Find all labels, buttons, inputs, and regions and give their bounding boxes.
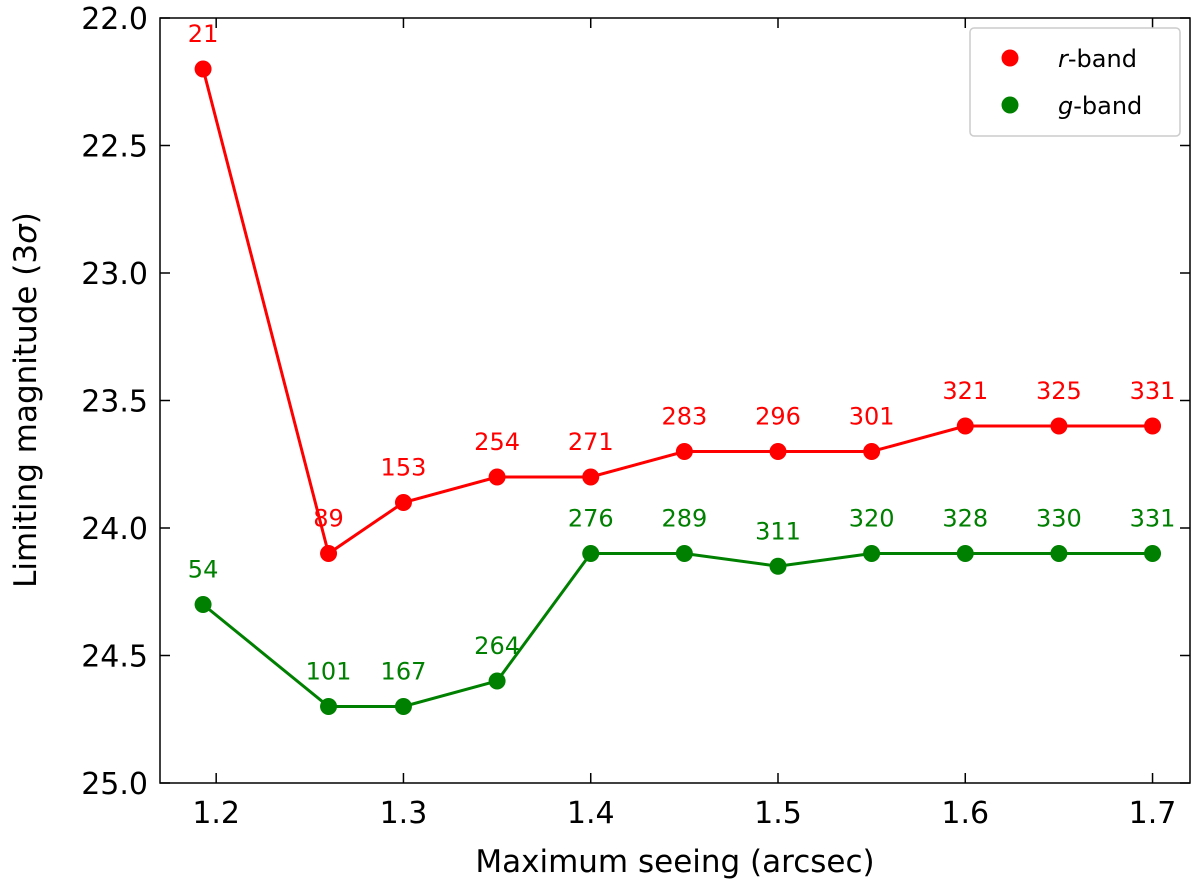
y-tick-label: 23.0 bbox=[81, 257, 148, 292]
y-axis: 22.0 22.5 23.0 23.5 24.0 24.5 25.0 bbox=[81, 2, 1190, 802]
y-tick-label: 23.5 bbox=[81, 385, 148, 420]
point-label-g-band: 320 bbox=[849, 505, 895, 533]
point-label-g-band: 328 bbox=[942, 505, 988, 533]
x-axis-title: Maximum seeing (arcsec) bbox=[475, 844, 874, 880]
y-axis-title: Limiting magnitude (3σ) bbox=[8, 212, 44, 588]
data-point-g-band bbox=[394, 698, 412, 715]
data-point-r-band bbox=[769, 443, 787, 460]
data-point-r-band bbox=[320, 545, 338, 562]
y-axis-title-close: ) bbox=[8, 212, 44, 224]
data-point-r-band bbox=[863, 443, 881, 460]
y-tick-label: 22.0 bbox=[81, 2, 148, 37]
y-axis-title-sigma: σ bbox=[8, 223, 44, 244]
y-tick-label: 25.0 bbox=[81, 767, 148, 802]
point-label-r-band: 271 bbox=[568, 428, 614, 456]
legend-marker-g-band bbox=[1001, 96, 1019, 114]
data-point-g-band bbox=[582, 545, 600, 562]
point-label-g-band: 330 bbox=[1036, 505, 1082, 533]
data-point-g-band bbox=[194, 596, 212, 613]
y-axis-title-main: Limiting magnitude (3 bbox=[8, 244, 44, 588]
x-tick-label: 1.4 bbox=[567, 796, 615, 831]
point-label-g-band: 264 bbox=[474, 632, 520, 660]
data-point-g-band bbox=[769, 557, 787, 575]
legend: r-band g-band bbox=[969, 27, 1181, 137]
point-label-r-band: 301 bbox=[849, 403, 895, 431]
point-label-g-band: 276 bbox=[568, 505, 614, 533]
y-tick-label: 24.0 bbox=[81, 512, 148, 547]
x-tick-label: 1.3 bbox=[380, 796, 428, 831]
legend-marker-r-band bbox=[1001, 49, 1019, 67]
point-label-r-band: 254 bbox=[474, 428, 520, 456]
point-label-r-band: 153 bbox=[381, 454, 427, 482]
x-tick-label: 1.2 bbox=[192, 796, 240, 831]
data-point-r-band bbox=[1050, 417, 1068, 435]
series-layer bbox=[194, 60, 1162, 715]
data-point-r-band bbox=[1144, 417, 1162, 435]
point-label-g-band: 311 bbox=[755, 517, 801, 545]
data-point-r-band bbox=[488, 468, 506, 486]
data-point-g-band bbox=[675, 545, 693, 562]
point-label-r-band: 296 bbox=[755, 403, 801, 431]
y-tick-label: 22.5 bbox=[81, 130, 148, 165]
data-point-g-band bbox=[863, 545, 881, 562]
legend-label-r-band: r-band bbox=[1058, 45, 1137, 73]
point-label-r-band: 89 bbox=[313, 505, 344, 533]
point-label-g-band: 289 bbox=[661, 505, 707, 533]
point-label-g-band: 331 bbox=[1130, 505, 1176, 533]
data-point-g-band bbox=[320, 698, 338, 715]
point-label-r-band: 283 bbox=[661, 403, 707, 431]
point-label-g-band: 101 bbox=[306, 658, 352, 686]
data-point-g-band bbox=[1144, 545, 1162, 562]
data-point-g-band bbox=[1050, 545, 1068, 562]
point-label-r-band: 325 bbox=[1036, 377, 1082, 405]
x-axis: 1.2 1.3 1.4 1.5 1.6 1.7 bbox=[192, 18, 1176, 831]
point-label-r-band: 321 bbox=[942, 377, 988, 405]
data-point-r-band bbox=[675, 443, 693, 460]
data-point-g-band bbox=[488, 672, 506, 690]
legend-label-g-band: g-band bbox=[1058, 92, 1142, 120]
series-line-r-band bbox=[201, 68, 1153, 556]
data-point-r-band bbox=[956, 417, 974, 435]
point-label-g-band: 167 bbox=[381, 658, 427, 686]
data-point-r-band bbox=[194, 60, 212, 78]
x-tick-label: 1.5 bbox=[754, 796, 802, 831]
data-point-g-band bbox=[956, 545, 974, 562]
data-point-r-band bbox=[394, 494, 412, 511]
y-tick-label: 24.5 bbox=[81, 640, 148, 675]
data-point-r-band bbox=[582, 468, 600, 486]
x-tick-label: 1.6 bbox=[941, 796, 989, 831]
x-tick-label: 1.7 bbox=[1129, 796, 1177, 831]
point-label-g-band: 54 bbox=[188, 556, 219, 584]
point-label-layer: 21 89 153 254 271 283 296 301 321 325 331 54 101 167 2… bbox=[188, 20, 1176, 686]
point-label-r-band: 21 bbox=[188, 20, 219, 48]
point-label-r-band: 331 bbox=[1130, 377, 1176, 405]
legend-frame bbox=[969, 27, 1181, 137]
